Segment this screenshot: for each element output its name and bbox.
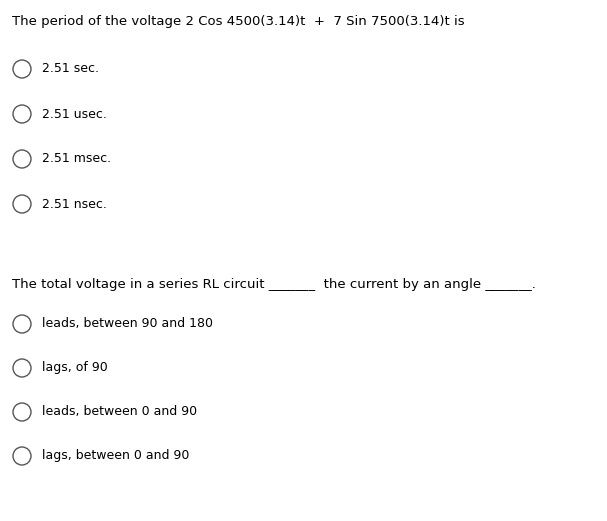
Text: 2.51 nsec.: 2.51 nsec. bbox=[42, 197, 107, 210]
Text: leads, between 0 and 90: leads, between 0 and 90 bbox=[42, 405, 197, 418]
Text: 2.51 msec.: 2.51 msec. bbox=[42, 153, 111, 166]
Text: leads, between 90 and 180: leads, between 90 and 180 bbox=[42, 317, 213, 330]
Text: The total voltage in a series RL circuit _______  the current by an angle ______: The total voltage in a series RL circuit… bbox=[12, 278, 536, 291]
Text: lags, between 0 and 90: lags, between 0 and 90 bbox=[42, 450, 189, 463]
Text: 2.51 sec.: 2.51 sec. bbox=[42, 63, 99, 76]
Text: The period of the voltage 2 Cos 4500(3.14)t  +  7 Sin 7500(3.14)t is: The period of the voltage 2 Cos 4500(3.1… bbox=[12, 15, 464, 28]
Text: 2.51 usec.: 2.51 usec. bbox=[42, 107, 107, 120]
Text: lags, of 90: lags, of 90 bbox=[42, 362, 108, 375]
